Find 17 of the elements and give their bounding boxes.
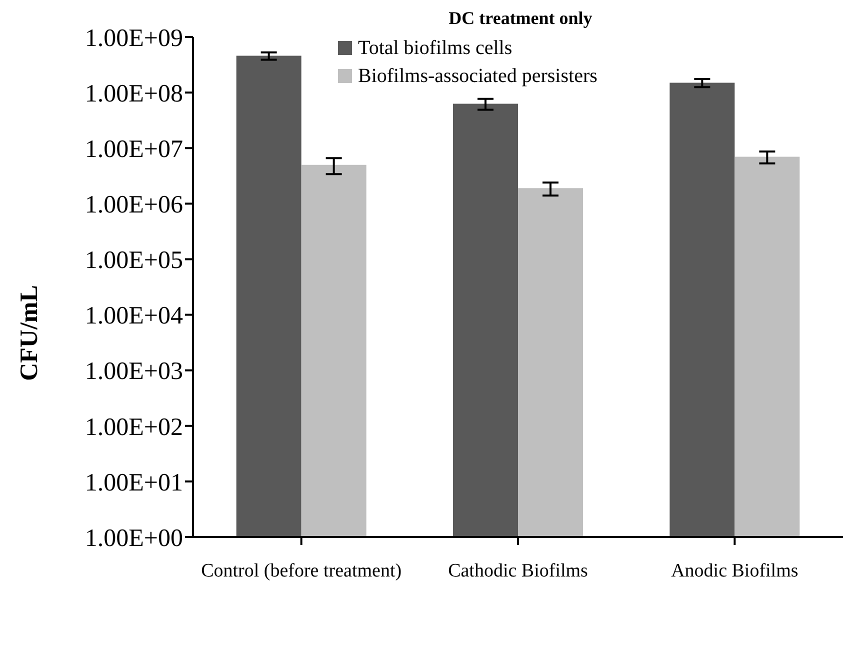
legend-label: Total biofilms cells — [357, 36, 514, 61]
y-tick-label: 1.00E+01 — [84, 469, 183, 496]
y-axis-title: CFU/mL — [16, 285, 44, 381]
x-tick-label: Control (before treatment) — [201, 560, 402, 582]
y-tick-label: 1.00E+00 — [84, 524, 183, 552]
y-tick-label: 1.00E+07 — [84, 136, 183, 163]
y-tick-label: 1.00E+05 — [84, 247, 183, 274]
x-tick-label: Cathodic Biofilms — [448, 560, 588, 582]
y-tick-label: 1.00E+08 — [84, 80, 183, 108]
x-tick-label: Anodic Biofilms — [671, 560, 798, 582]
chart-title: DC treatment only — [448, 8, 594, 29]
y-tick-label: 1.00E+03 — [84, 358, 183, 386]
legend-label: Biofilms-associated persisters — [357, 64, 598, 89]
y-tick-label: 1.00E+02 — [84, 414, 183, 441]
y-tick-label: 1.00E+09 — [84, 24, 183, 52]
y-tick-label: 1.00E+04 — [84, 302, 184, 330]
y-tick-label: 1.00E+06 — [84, 192, 183, 219]
